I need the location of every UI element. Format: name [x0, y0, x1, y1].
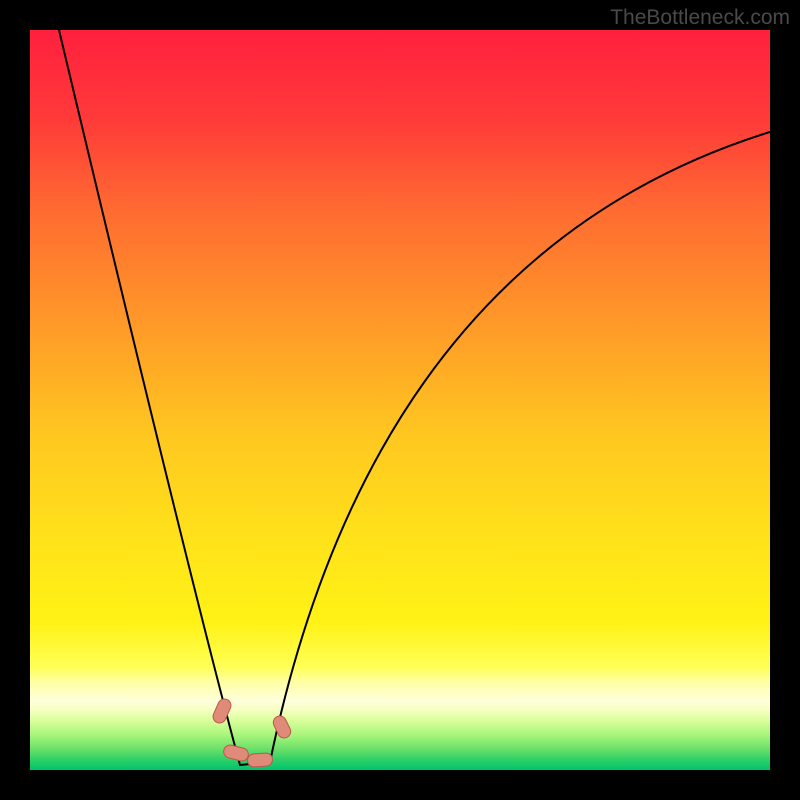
- watermark: TheBottleneck.com: [610, 6, 790, 30]
- bottleneck-curve: [30, 30, 770, 770]
- pill-marker: [247, 752, 274, 768]
- plot-area: [30, 30, 770, 770]
- curve-path: [59, 30, 770, 765]
